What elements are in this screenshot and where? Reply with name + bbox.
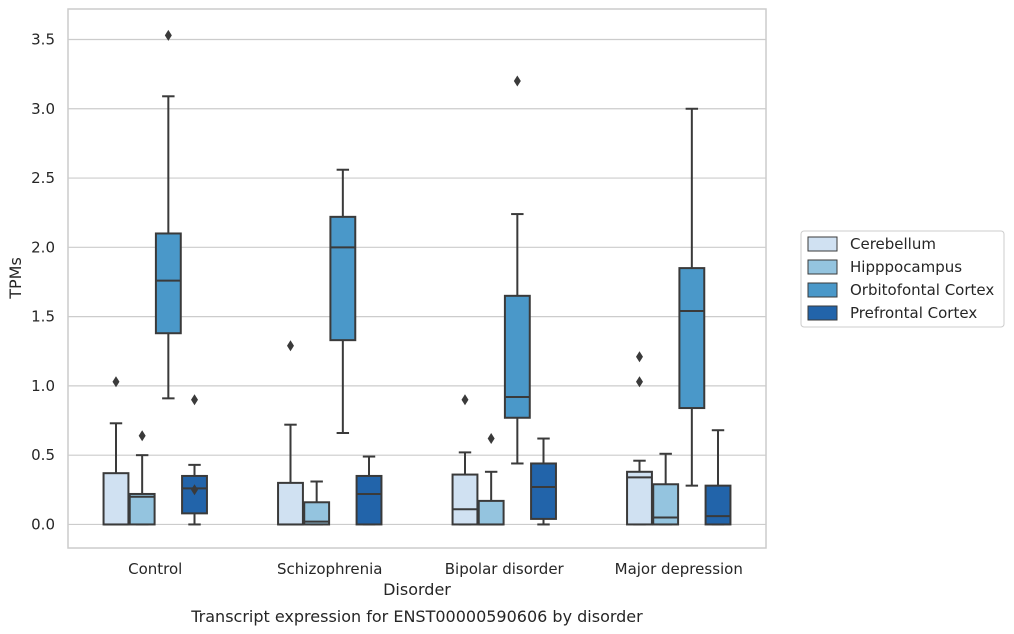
chart-caption: Transcript expression for ENST0000059060… bbox=[190, 607, 643, 626]
box-iqr bbox=[355, 474, 383, 526]
plot-frame bbox=[67, 8, 767, 549]
box-plot-element bbox=[128, 430, 156, 526]
x-tick-label: Schizophrenia bbox=[277, 560, 382, 578]
box-iqr bbox=[102, 472, 130, 526]
outlier-point bbox=[191, 484, 199, 496]
box-iqr bbox=[704, 484, 732, 526]
box-plot-element bbox=[181, 394, 208, 526]
legend-swatch bbox=[807, 259, 838, 275]
outlier-point bbox=[635, 376, 643, 388]
outlier-point bbox=[286, 340, 294, 352]
y-tick-label: 3.5 bbox=[31, 30, 55, 48]
box-iqr bbox=[503, 294, 531, 419]
box-plot-element bbox=[451, 394, 479, 526]
outlier-point bbox=[513, 75, 521, 87]
x-axis-ticks: Control Schizophrenia Bipolar disorder Majo… bbox=[128, 560, 743, 578]
box-plot-element bbox=[704, 429, 732, 526]
x-tick-label: Control bbox=[128, 560, 182, 578]
legend-frame bbox=[800, 230, 1005, 328]
outlier-point bbox=[635, 351, 643, 363]
box-plot-element bbox=[530, 437, 557, 526]
legend-label: Prefrontal Cortex bbox=[850, 304, 977, 322]
legend-label: Hipppocampus bbox=[850, 258, 962, 276]
y-tick-label: 0.5 bbox=[31, 446, 55, 464]
outlier-point bbox=[138, 430, 146, 442]
y-tick-label: 2.5 bbox=[31, 169, 55, 187]
outlier-point bbox=[487, 433, 495, 445]
legend-label: Orbitofontal Cortex bbox=[850, 281, 994, 299]
box-plot-element bbox=[277, 340, 304, 526]
outlier-point bbox=[112, 376, 120, 388]
box-plot-element bbox=[303, 480, 331, 526]
x-tick-label: Bipolar disorder bbox=[445, 560, 565, 578]
outlier-point bbox=[191, 394, 199, 406]
legend: Cerebellum Hipppocampus Orbitofontal Corte… bbox=[800, 230, 1005, 328]
box-iqr bbox=[451, 473, 479, 526]
plot-marks bbox=[102, 29, 732, 526]
y-gridlines bbox=[68, 38, 766, 526]
y-tick-label: 1.0 bbox=[31, 377, 55, 395]
y-axis-ticks: 0.0 0.5 1.0 1.5 2.0 2.5 3.0 3.5 bbox=[31, 30, 55, 533]
legend-swatch bbox=[807, 305, 838, 321]
box-iqr bbox=[277, 481, 304, 526]
box-iqr bbox=[626, 470, 653, 526]
legend-label: Cerebellum bbox=[850, 235, 936, 253]
box-plot-element bbox=[626, 351, 653, 526]
box-plot-element bbox=[503, 75, 531, 465]
box-iqr bbox=[128, 492, 156, 526]
box-plot-element bbox=[102, 376, 130, 526]
box-plot-element bbox=[652, 452, 680, 526]
box-plot-element bbox=[154, 29, 182, 400]
box-plot-element bbox=[477, 433, 505, 526]
legend-swatch bbox=[807, 236, 838, 252]
y-tick-label: 2.0 bbox=[31, 238, 55, 256]
y-axis-title: TPMs bbox=[6, 257, 25, 300]
box-iqr bbox=[329, 215, 357, 342]
y-tick-label: 3.0 bbox=[31, 100, 55, 118]
box-iqr bbox=[154, 232, 182, 335]
y-tick-label: 1.5 bbox=[31, 308, 55, 326]
box-iqr bbox=[530, 462, 557, 520]
box-iqr bbox=[678, 267, 706, 410]
outlier-point bbox=[461, 394, 469, 406]
x-axis-title: Disorder bbox=[383, 580, 451, 599]
box-iqr bbox=[477, 499, 505, 526]
legend-swatch bbox=[807, 282, 838, 298]
outlier-point bbox=[164, 29, 172, 41]
box-plot-element bbox=[355, 455, 383, 526]
y-tick-label: 0.0 bbox=[31, 515, 55, 533]
box-plot-element bbox=[329, 168, 357, 434]
box-iqr bbox=[303, 501, 331, 526]
x-tick-label: Major depression bbox=[615, 560, 743, 578]
box-plot-element bbox=[678, 107, 706, 487]
